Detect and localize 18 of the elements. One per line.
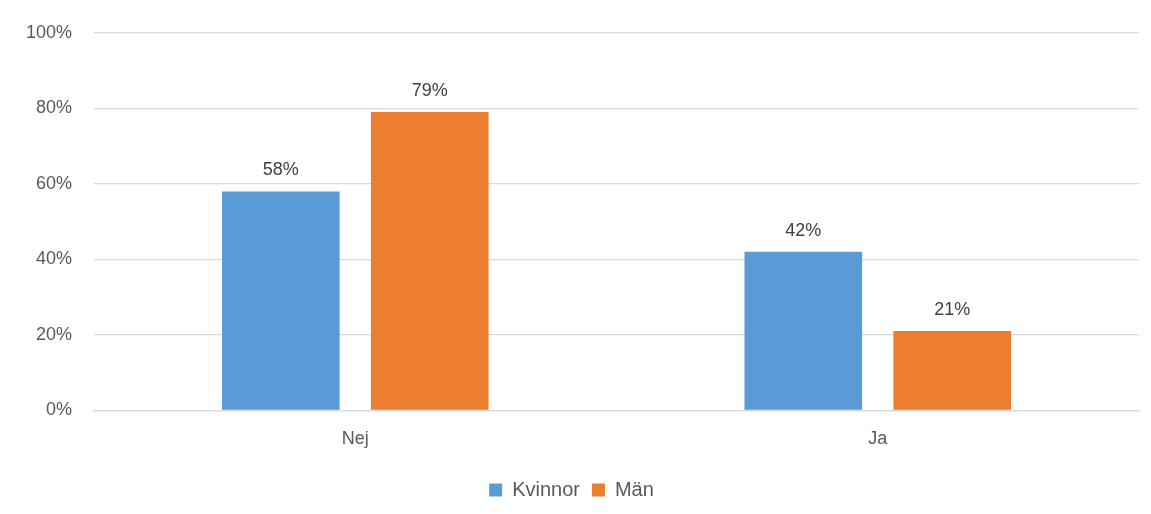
bar [893,331,1012,410]
y-tick-label: 60% [36,172,73,193]
y-tick-label: 40% [36,248,73,269]
data-label: 79% [411,80,448,101]
y-tick-label: 100% [25,21,73,42]
data-label: 58% [262,159,299,180]
bar [744,251,863,410]
y-tick-label: 80% [36,97,73,118]
legend-label: Kvinnor [512,477,581,500]
x-tick-label: Nej [341,428,369,449]
data-label: 21% [934,299,971,320]
legend-label: Män [614,477,654,500]
y-tick-label: 0% [46,399,73,420]
bar [222,191,340,410]
bar [370,112,489,410]
x-tick-label: Ja [868,428,889,449]
y-tick-label: 20% [36,323,73,344]
data-label: 42% [785,219,822,240]
